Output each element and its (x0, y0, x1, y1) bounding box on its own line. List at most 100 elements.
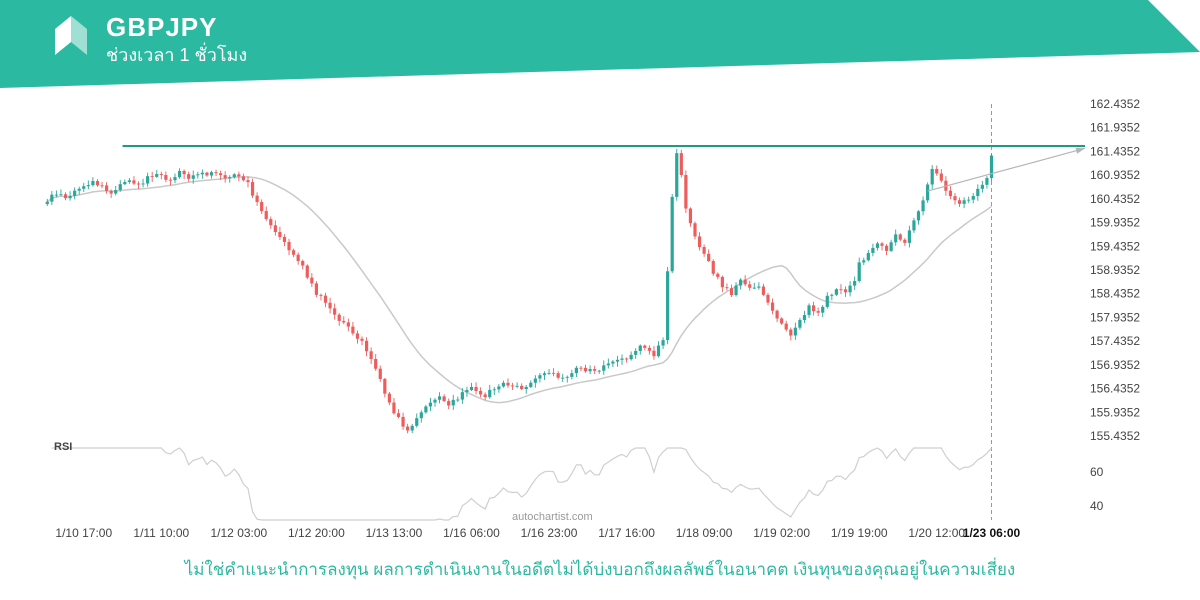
candle (898, 233, 902, 242)
candle (364, 337, 369, 357)
candle (930, 165, 934, 190)
y-axis-label: 157.9352 (1090, 310, 1140, 324)
candle (447, 398, 451, 410)
candle (538, 372, 542, 383)
candle (73, 187, 77, 200)
candle (533, 375, 537, 388)
candle (410, 423, 414, 434)
candle (492, 386, 496, 396)
candle (789, 327, 793, 341)
candle (305, 264, 309, 280)
y-axis-label: 160.4352 (1090, 192, 1140, 206)
candle (697, 232, 702, 251)
moving-average-line (46, 176, 992, 404)
candle (269, 216, 273, 229)
candle (273, 220, 277, 236)
candle (666, 266, 670, 345)
candle (50, 191, 54, 205)
candle (314, 281, 319, 298)
x-axis-label: 1/23 06:00 (963, 526, 1021, 540)
y-axis-label: 155.9352 (1090, 405, 1140, 419)
candle (319, 293, 323, 301)
candle (264, 206, 268, 221)
candle (602, 360, 606, 375)
candle (624, 357, 629, 363)
candle (173, 173, 177, 184)
candle (524, 385, 528, 394)
x-axis-label: 1/16 06:00 (443, 526, 500, 540)
candle (725, 283, 729, 291)
candle (159, 171, 163, 180)
candle (583, 364, 588, 373)
candle (679, 149, 683, 178)
candle (82, 182, 86, 192)
candle (862, 257, 866, 266)
candle (168, 177, 173, 186)
candle (164, 171, 168, 183)
candle (374, 354, 378, 371)
candle (811, 301, 816, 316)
y-axis-label: 158.4352 (1090, 287, 1140, 301)
candle (839, 284, 843, 295)
candle (310, 273, 314, 288)
y-axis-label: 161.9352 (1090, 121, 1140, 135)
x-axis-label: 1/11 10:00 (133, 526, 189, 540)
y-axis-label: 161.4352 (1090, 144, 1140, 158)
candle (729, 284, 734, 298)
candle (825, 292, 829, 309)
candle (219, 170, 223, 180)
candle (114, 185, 118, 196)
candle (675, 148, 679, 201)
x-axis-label: 1/20 12:00 (908, 526, 965, 540)
candle (606, 358, 610, 369)
candle (884, 244, 889, 256)
candle (200, 169, 204, 179)
candle (246, 176, 250, 188)
candle (132, 176, 136, 185)
candle (634, 348, 638, 359)
rsi-axis-label: 40 (1090, 499, 1104, 513)
candle (456, 396, 460, 403)
candle (337, 312, 341, 326)
candle (460, 388, 464, 404)
candle (985, 176, 989, 189)
candle (182, 169, 186, 180)
timeframe-label: ช่วงเวลา 1 ชั่วโมง (106, 45, 248, 65)
y-axis-label: 158.9352 (1090, 263, 1140, 277)
candle (301, 259, 305, 270)
candle (296, 252, 300, 265)
candle (351, 321, 355, 336)
candle (488, 384, 492, 399)
candle (798, 317, 802, 331)
candle (109, 189, 113, 198)
candle (542, 371, 547, 381)
candle (118, 180, 122, 192)
candle (396, 409, 401, 419)
candle (141, 178, 145, 188)
candle (780, 317, 784, 325)
disclaimer-text: ไม่ใช่คำแนะนำการลงทุน ผลการดำเนินงานในอด… (184, 560, 1016, 579)
candle (784, 320, 788, 332)
candle (661, 337, 665, 350)
candle (570, 369, 574, 380)
candle (59, 189, 63, 196)
candle (104, 182, 109, 194)
candle (716, 272, 720, 280)
candle (830, 293, 834, 301)
candle (328, 297, 332, 314)
y-axis-label: 156.9352 (1090, 358, 1140, 372)
candle (291, 248, 296, 258)
candle (880, 242, 884, 251)
candle (752, 282, 756, 290)
candle (515, 382, 519, 389)
autochartist-logo-icon (55, 16, 87, 55)
candle (939, 169, 943, 183)
candle (711, 259, 715, 277)
candle (287, 238, 291, 256)
candle (597, 369, 601, 374)
y-axis-label: 157.4352 (1090, 334, 1140, 348)
candle (556, 370, 560, 380)
candle (574, 365, 579, 378)
candle (196, 171, 200, 179)
